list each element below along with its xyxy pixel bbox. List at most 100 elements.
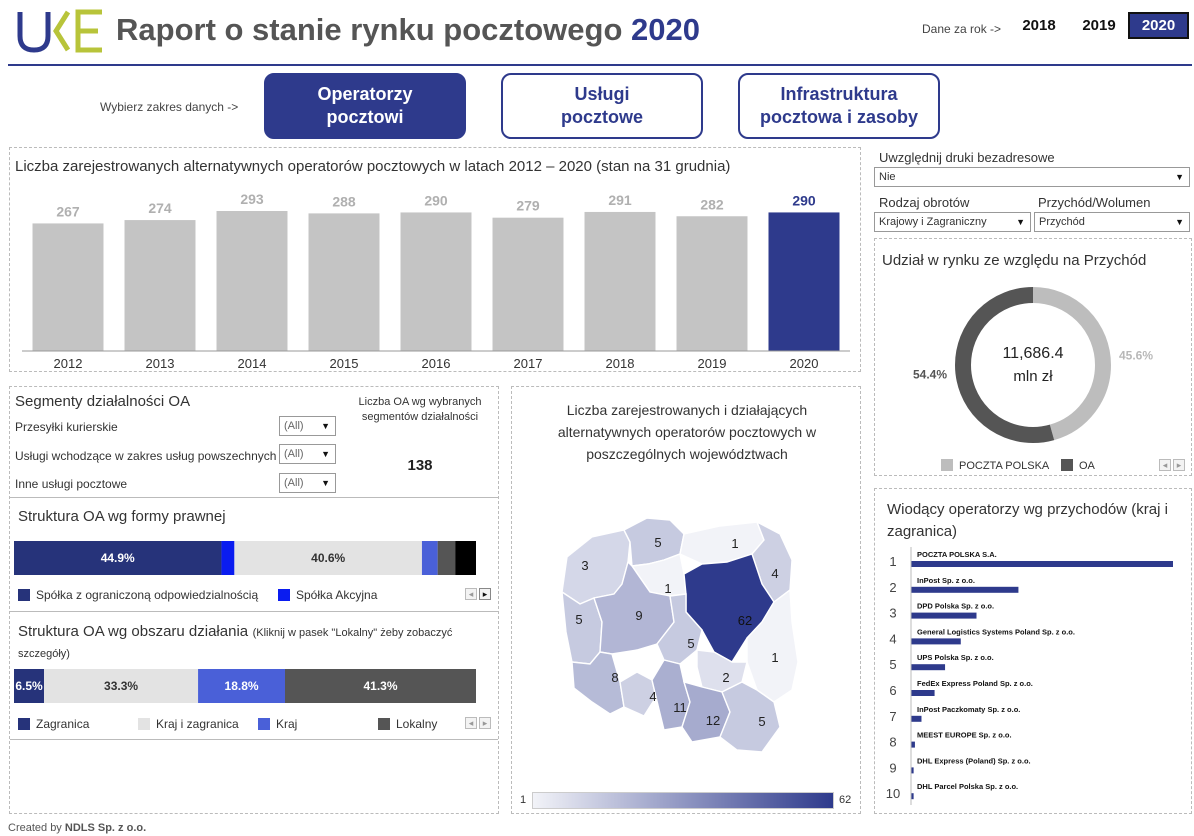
segment-universal-dropdown[interactable]: (All) ▼ <box>279 444 336 464</box>
page-title-text: Raport o stanie rynku pocztowego <box>116 12 623 47</box>
region-podkarpackie[interactable] <box>719 681 781 753</box>
segment-courier-dropdown[interactable]: (All) ▼ <box>279 416 336 436</box>
nav-button-operators[interactable]: Operatorzy pocztowi <box>264 73 466 139</box>
region-value-label: 5 <box>575 612 582 627</box>
area-title-text: Struktura OA wg obszaru działania <box>18 623 249 640</box>
bar-2019[interactable] <box>676 216 748 351</box>
bar-2016[interactable] <box>400 212 472 351</box>
bar-2013[interactable] <box>124 220 196 351</box>
leader-bar[interactable] <box>911 664 946 671</box>
stacked-segment-1[interactable] <box>221 541 235 575</box>
segments-title: Segmenty działalności OA <box>15 393 191 410</box>
bar-value-label: 291 <box>608 192 632 208</box>
legal-legend-item: Spółka z ograniczoną odpowiedzialnością <box>18 588 258 602</box>
nav-button-services[interactable]: Usługi pocztowe <box>501 73 703 139</box>
bar-2017[interactable] <box>492 217 564 351</box>
leader-name: DPD Polska Sp. z o.o. <box>917 602 994 611</box>
segment-row-label: Inne usługi pocztowe <box>15 477 128 491</box>
chevron-right-icon[interactable]: ▸ <box>479 717 491 729</box>
bar-2012[interactable] <box>32 223 104 351</box>
dropdown-value: Przychód <box>1039 216 1085 228</box>
stacked-segment-2[interactable] <box>234 541 422 575</box>
region-value-label: 5 <box>654 535 661 550</box>
stacked-segment-3[interactable] <box>285 669 476 703</box>
stacked-segment-2[interactable] <box>198 669 286 703</box>
x-tick-label: 2017 <box>514 356 543 371</box>
bar-2018[interactable] <box>584 211 656 351</box>
unaddressed-filter-dropdown[interactable]: Nie ▼ <box>874 167 1190 187</box>
leader-rank: 4 <box>889 631 896 646</box>
segment-other-dropdown[interactable]: (All) ▼ <box>279 473 336 493</box>
leader-rank: 10 <box>886 786 900 801</box>
dropdown-value: Nie <box>879 171 896 183</box>
legend-swatch <box>1061 459 1073 471</box>
stacked-segment-0[interactable] <box>14 669 45 703</box>
poland-map[interactable]: 3 5 1 4 1 5 9 62 5 1 8 4 2 11 12 5 <box>552 512 822 757</box>
legal-form-stacked-bar[interactable]: 44.9% 40.6% <box>14 541 476 575</box>
nav-button-infrastructure[interactable]: Infrastruktura pocztowa i zasoby <box>738 73 940 139</box>
segments-panel: Segmenty działalności OA Liczba OA wg wy… <box>9 386 499 814</box>
leader-rank: 3 <box>889 606 896 621</box>
leader-bar[interactable] <box>911 741 915 748</box>
legend-swatch <box>138 718 150 730</box>
region-value-label: 4 <box>771 566 778 581</box>
bar-2020[interactable] <box>768 212 840 351</box>
legal-legend-pager[interactable]: ◂ ▸ <box>465 588 491 600</box>
area-legend-item: Kraj <box>258 717 297 731</box>
year-button-2019[interactable]: 2019 <box>1082 17 1116 34</box>
bar-2014[interactable] <box>216 211 288 351</box>
year-button-2020[interactable]: 2020 <box>1128 12 1189 39</box>
chevron-left-icon[interactable]: ◂ <box>465 588 477 600</box>
share-legend-pager[interactable]: ◂ ▸ <box>1159 459 1185 471</box>
donut-slice-1[interactable] <box>955 287 1111 443</box>
market-share-donut[interactable]: 45.6% 54.4% <box>875 275 1191 451</box>
metric-filter-dropdown[interactable]: Przychód ▼ <box>1034 212 1190 232</box>
stacked-segment-4[interactable] <box>437 541 456 575</box>
header-divider <box>8 64 1192 66</box>
bar-2015[interactable] <box>308 213 380 351</box>
leader-bar[interactable] <box>911 561 1173 567</box>
chevron-left-icon[interactable]: ◂ <box>465 717 477 729</box>
x-tick-label: 2020 <box>790 356 819 371</box>
segments-count-label: Liczba OA wg wybranych segmentów działal… <box>358 396 482 423</box>
chevron-right-icon[interactable]: ▸ <box>479 588 491 600</box>
x-tick-label: 2013 <box>146 356 175 371</box>
chevron-right-icon[interactable]: ▸ <box>1173 459 1185 471</box>
share-legend-item: OA <box>1061 459 1095 472</box>
region-value-label: 1 <box>664 581 671 596</box>
operators-bar-chart: 267 2012 274 2013 293 2014 288 2015 290 2016 279 20… <box>22 191 850 371</box>
leader-rank: 8 <box>889 735 896 750</box>
leader-bar[interactable] <box>911 638 961 645</box>
leader-bar[interactable] <box>911 690 935 696</box>
donut-center-value: 11,686.4 <box>1002 345 1064 362</box>
chevron-down-icon: ▼ <box>1175 172 1184 182</box>
region-value-label: 5 <box>758 714 765 729</box>
operators-chart-panel: Liczba zarejestrowanych alternatywnych o… <box>9 147 861 372</box>
stacked-segment-0[interactable] <box>14 541 222 575</box>
region-łódzkie[interactable] <box>656 593 703 665</box>
stacked-segment-1[interactable] <box>44 669 199 703</box>
donut-slice-label: 54.4% <box>913 368 947 382</box>
leader-bar[interactable] <box>911 767 914 774</box>
page-title: Raport o stanie rynku pocztowego 2020 <box>116 12 700 48</box>
area-legend-pager[interactable]: ◂ ▸ <box>465 717 491 729</box>
leader-rank: 6 <box>889 683 896 698</box>
chevron-left-icon[interactable]: ◂ <box>1159 459 1171 471</box>
legend-swatch <box>18 718 30 730</box>
turnover-filter-dropdown[interactable]: Krajowy i Zagraniczny ▼ <box>874 212 1031 232</box>
area-legend-item: Lokalny <box>378 717 437 731</box>
leader-bar[interactable] <box>911 612 977 619</box>
nav-button-label: Infrastruktura pocztowa i zasoby <box>759 84 919 127</box>
leader-bar[interactable] <box>911 715 922 722</box>
stacked-segment-3[interactable] <box>421 541 438 575</box>
leader-bar[interactable] <box>911 586 1019 593</box>
year-button-2018[interactable]: 2018 <box>1022 17 1056 34</box>
region-value-label: 4 <box>649 689 656 704</box>
stacked-segment-5[interactable] <box>455 541 476 575</box>
leader-bar[interactable] <box>911 793 914 800</box>
legend-label: Zagranica <box>36 717 90 731</box>
leader-name: InPost Paczkomaty Sp. z o.o. <box>917 705 1020 714</box>
legend-swatch <box>941 459 953 471</box>
area-stacked-bar[interactable]: 6.5% 33.3% 18.8% 41.3% <box>14 669 476 703</box>
bar-value-label: 267 <box>56 203 80 219</box>
